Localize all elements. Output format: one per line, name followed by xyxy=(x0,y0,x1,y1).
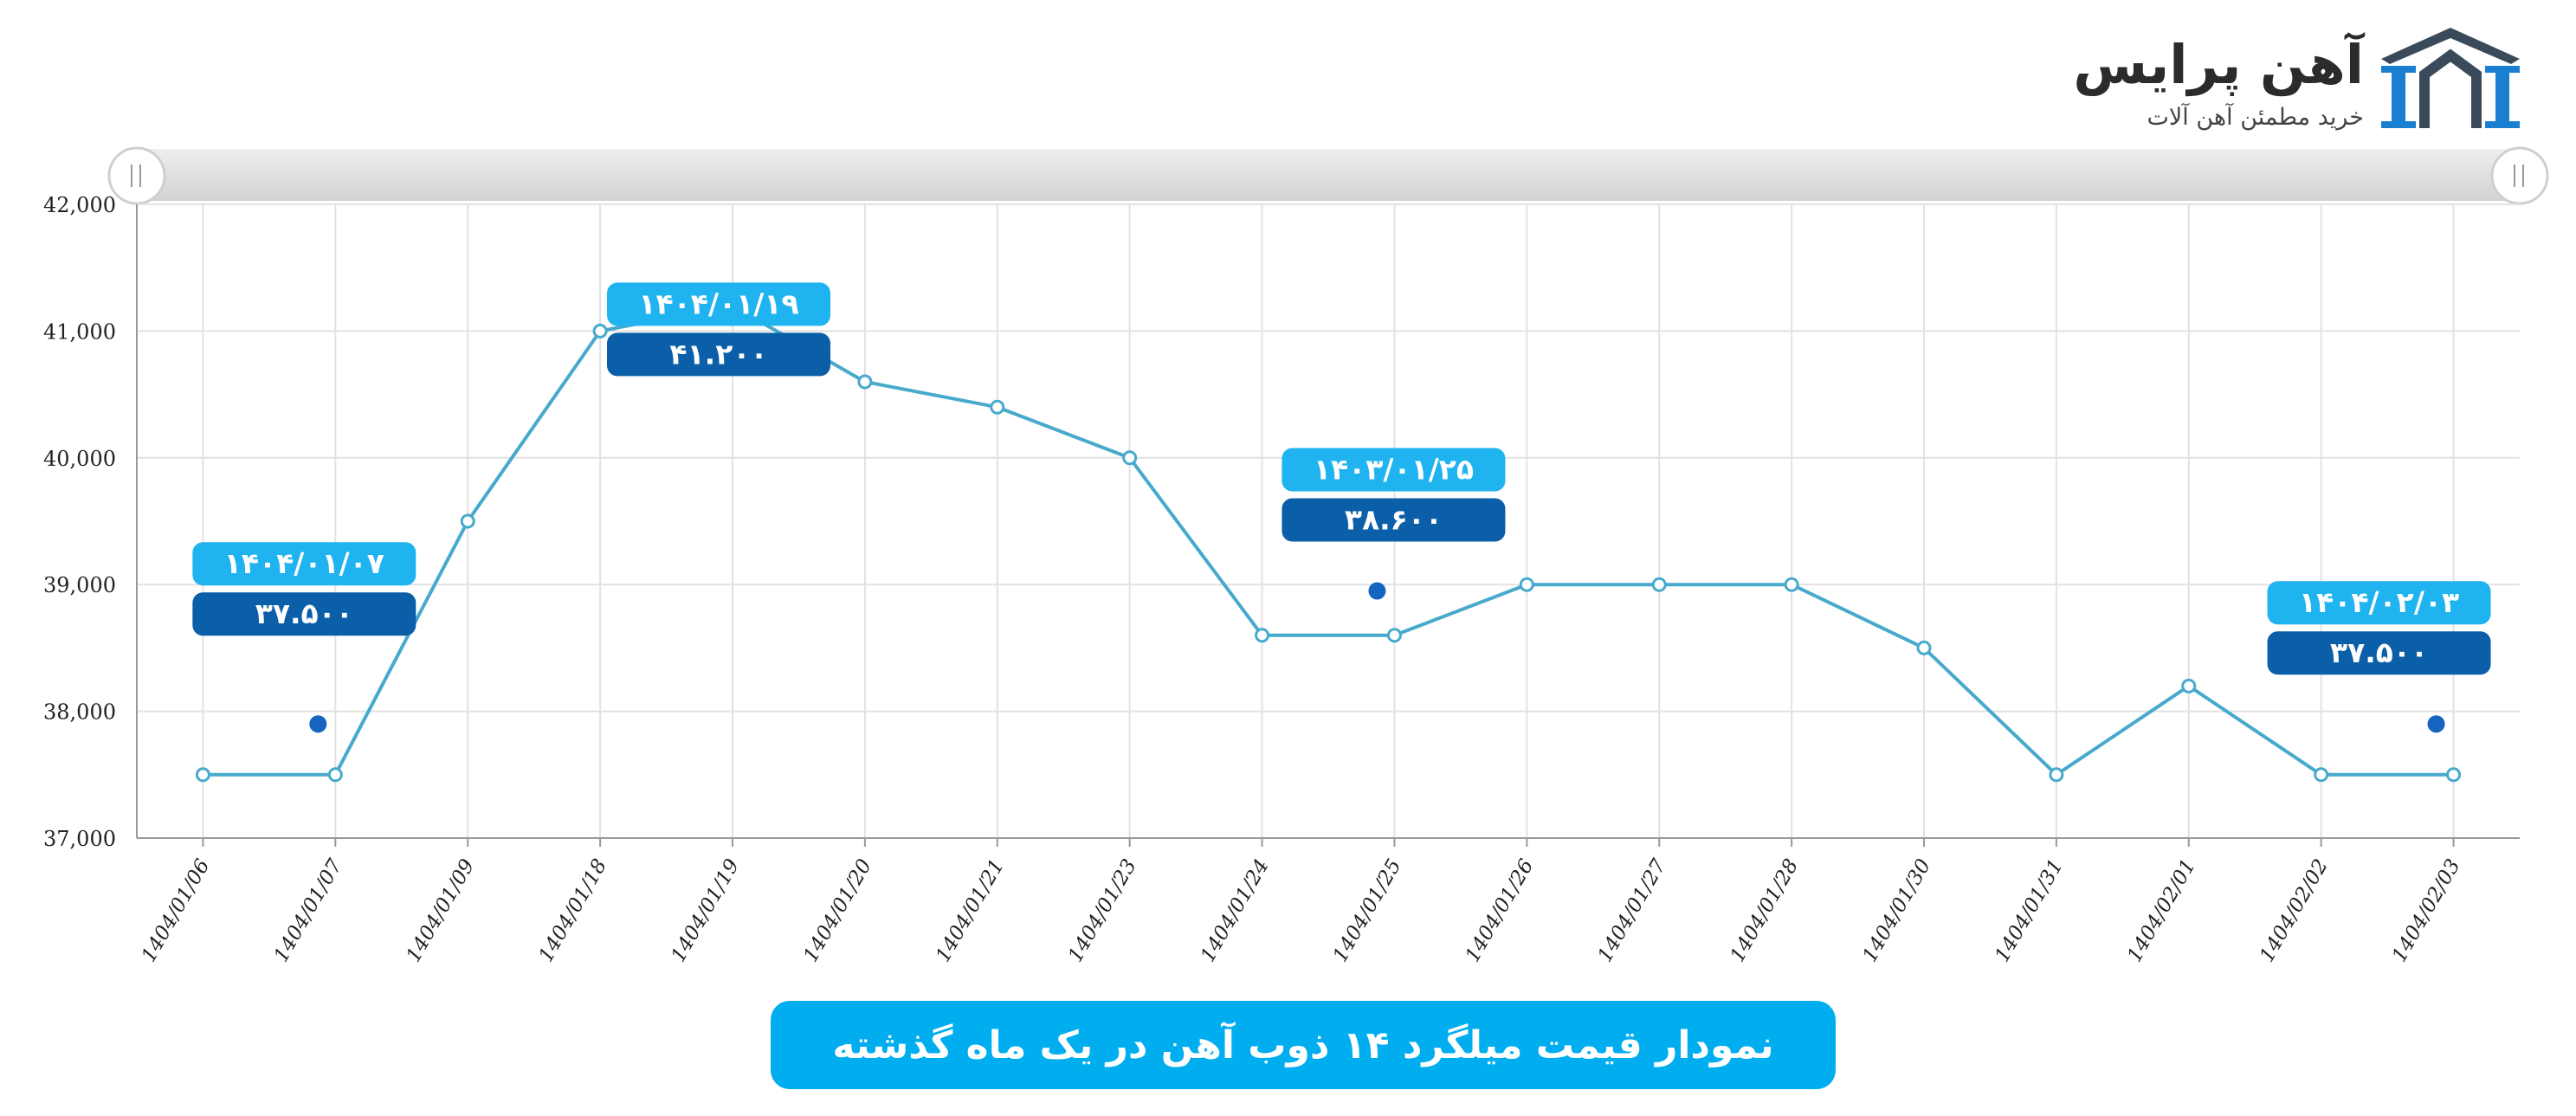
brand-tagline: خرید مطمئن آهن آلات xyxy=(2147,104,2364,131)
x-tick-label: 1404/01/19 xyxy=(667,855,744,966)
x-axis-tick-labels: 1404/01/06 1404/01/07 1404/01/09 1404/01/18… xyxy=(138,855,2465,966)
x-tick-label: 1404/01/23 xyxy=(1064,855,1141,966)
data-point xyxy=(592,323,608,339)
annotation-callout: ۱۴۰۴/۰۱/۱۹ ۴۱.۲۰۰ xyxy=(607,282,830,377)
chart-axes xyxy=(136,204,2520,847)
y-axis-tick-labels: 37,000 38,000 39,000 40,000 41,000 42,000 xyxy=(43,193,116,851)
y-tick-label: 40,000 xyxy=(43,447,116,471)
annotation-price-tag xyxy=(1282,498,1506,542)
data-point xyxy=(857,374,873,390)
annotation-marker xyxy=(1368,582,1386,600)
data-point xyxy=(1122,450,1138,466)
x-tick-label: 1404/01/06 xyxy=(138,855,215,966)
x-tick-label: 1404/01/21 xyxy=(932,855,1009,966)
y-tick-label: 38,000 xyxy=(43,700,116,725)
annotation-price-tag xyxy=(2267,631,2491,675)
scrollbar-handle-right[interactable] xyxy=(2490,146,2549,205)
annotation-price-label: ۳۸.۶۰۰ xyxy=(1345,503,1443,537)
data-point xyxy=(195,767,210,783)
y-tick-label: 42,000 xyxy=(43,193,116,217)
y-tick-label: 41,000 xyxy=(43,319,116,344)
x-tick-label: 1404/01/20 xyxy=(799,855,876,966)
data-point xyxy=(1255,628,1270,643)
annotation-marker xyxy=(309,715,327,733)
x-tick-label: 1404/01/27 xyxy=(1594,855,1671,966)
series-line xyxy=(203,304,2454,777)
data-point xyxy=(327,767,343,783)
annotation-date-label: ۱۴۰۳/۰۱/۲۵ xyxy=(1314,453,1474,487)
annotation-price-label: ۳۷.۵۰۰ xyxy=(2330,635,2428,669)
scrollbar-track[interactable] xyxy=(137,149,2518,201)
x-tick-label: 1404/01/07 xyxy=(270,855,347,966)
x-tick-label: 1404/02/02 xyxy=(2256,855,2333,966)
data-point xyxy=(2314,767,2329,783)
data-point xyxy=(2181,678,2197,693)
annotation-price-tag xyxy=(192,592,416,636)
y-tick-label: 39,000 xyxy=(43,573,116,597)
annotation-date-label: ۱۴۰۴/۰۱/۰۷ xyxy=(224,546,384,580)
chart-annotations: ۱۴۰۴/۰۱/۰۷ ۳۷.۵۰۰ ۱۴۰۴/۰۱/۱۹ ۴۱.۲۰۰ ۱۴۰۳/۰۱/… xyxy=(192,282,2491,733)
x-tick-label: 1404/01/09 xyxy=(403,855,480,966)
data-point xyxy=(2049,767,2064,783)
data-point xyxy=(1651,577,1667,592)
house-frame-logo-icon xyxy=(2381,28,2520,128)
chart-title-banner: نمودار قیمت میلگرد ۱۴ ذوب آهن در یک ماه … xyxy=(771,1001,1836,1089)
chart-title: نمودار قیمت میلگرد ۱۴ ذوب آهن در یک ماه … xyxy=(832,1022,1774,1068)
scrollbar-handle-left[interactable] xyxy=(107,146,166,205)
x-tick-label: 1404/02/01 xyxy=(2123,855,2200,966)
annotation-price-tag xyxy=(607,332,830,377)
brand-name: آهن پرایس xyxy=(2073,33,2364,96)
data-point xyxy=(1519,577,1534,592)
data-point xyxy=(2446,767,2462,783)
annotation-marker xyxy=(2427,715,2445,733)
x-tick-label: 1404/01/18 xyxy=(535,855,612,966)
annotation-date-label: ۱۴۰۴/۰۲/۰۳ xyxy=(2299,585,2459,619)
annotation-callout: ۱۴۰۴/۰۱/۰۷ ۳۷.۵۰۰ xyxy=(192,542,416,733)
annotation-date-tag xyxy=(607,282,830,326)
annotation-callout: ۱۴۰۴/۰۲/۰۳ ۳۷.۵۰۰ xyxy=(2267,581,2491,733)
price-series xyxy=(195,298,2462,783)
annotation-date-tag xyxy=(1282,448,1506,492)
annotation-date-label: ۱۴۰۴/۰۱/۱۹ xyxy=(638,287,798,320)
x-tick-label: 1404/02/03 xyxy=(2388,855,2465,966)
annotation-callout: ۱۴۰۳/۰۱/۲۵ ۳۸.۶۰۰ xyxy=(1282,448,1506,600)
x-tick-label: 1404/01/25 xyxy=(1329,855,1406,966)
x-tick-label: 1404/01/28 xyxy=(1727,855,1804,966)
data-point xyxy=(1784,577,1799,592)
brand-logo: آهن پرایس خرید مطمئن آهن آلات xyxy=(2073,24,2528,137)
annotation-price-label: ۴۱.۲۰۰ xyxy=(669,337,767,371)
x-tick-label: 1404/01/31 xyxy=(1991,855,2068,966)
data-point xyxy=(460,513,475,529)
annotation-date-tag xyxy=(192,542,416,586)
y-tick-label: 37,000 xyxy=(43,827,116,851)
x-tick-label: 1404/01/24 xyxy=(1197,855,1274,966)
annotation-date-tag xyxy=(2267,581,2491,625)
data-point xyxy=(1386,628,1402,643)
annotation-price-label: ۳۷.۵۰۰ xyxy=(255,597,353,630)
x-tick-label: 1404/01/26 xyxy=(1462,855,1539,966)
data-point xyxy=(990,399,1005,415)
x-tick-label: 1404/01/30 xyxy=(1858,855,1935,966)
data-point xyxy=(1916,640,1932,655)
